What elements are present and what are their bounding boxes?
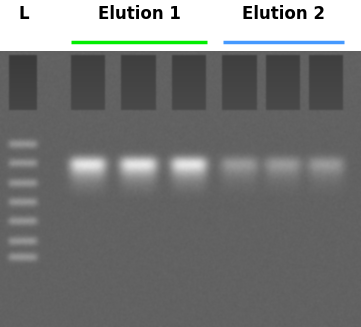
Text: Elution 2: Elution 2 [242,5,325,23]
Text: L: L [18,5,29,23]
Text: Elution 1: Elution 1 [97,5,180,23]
